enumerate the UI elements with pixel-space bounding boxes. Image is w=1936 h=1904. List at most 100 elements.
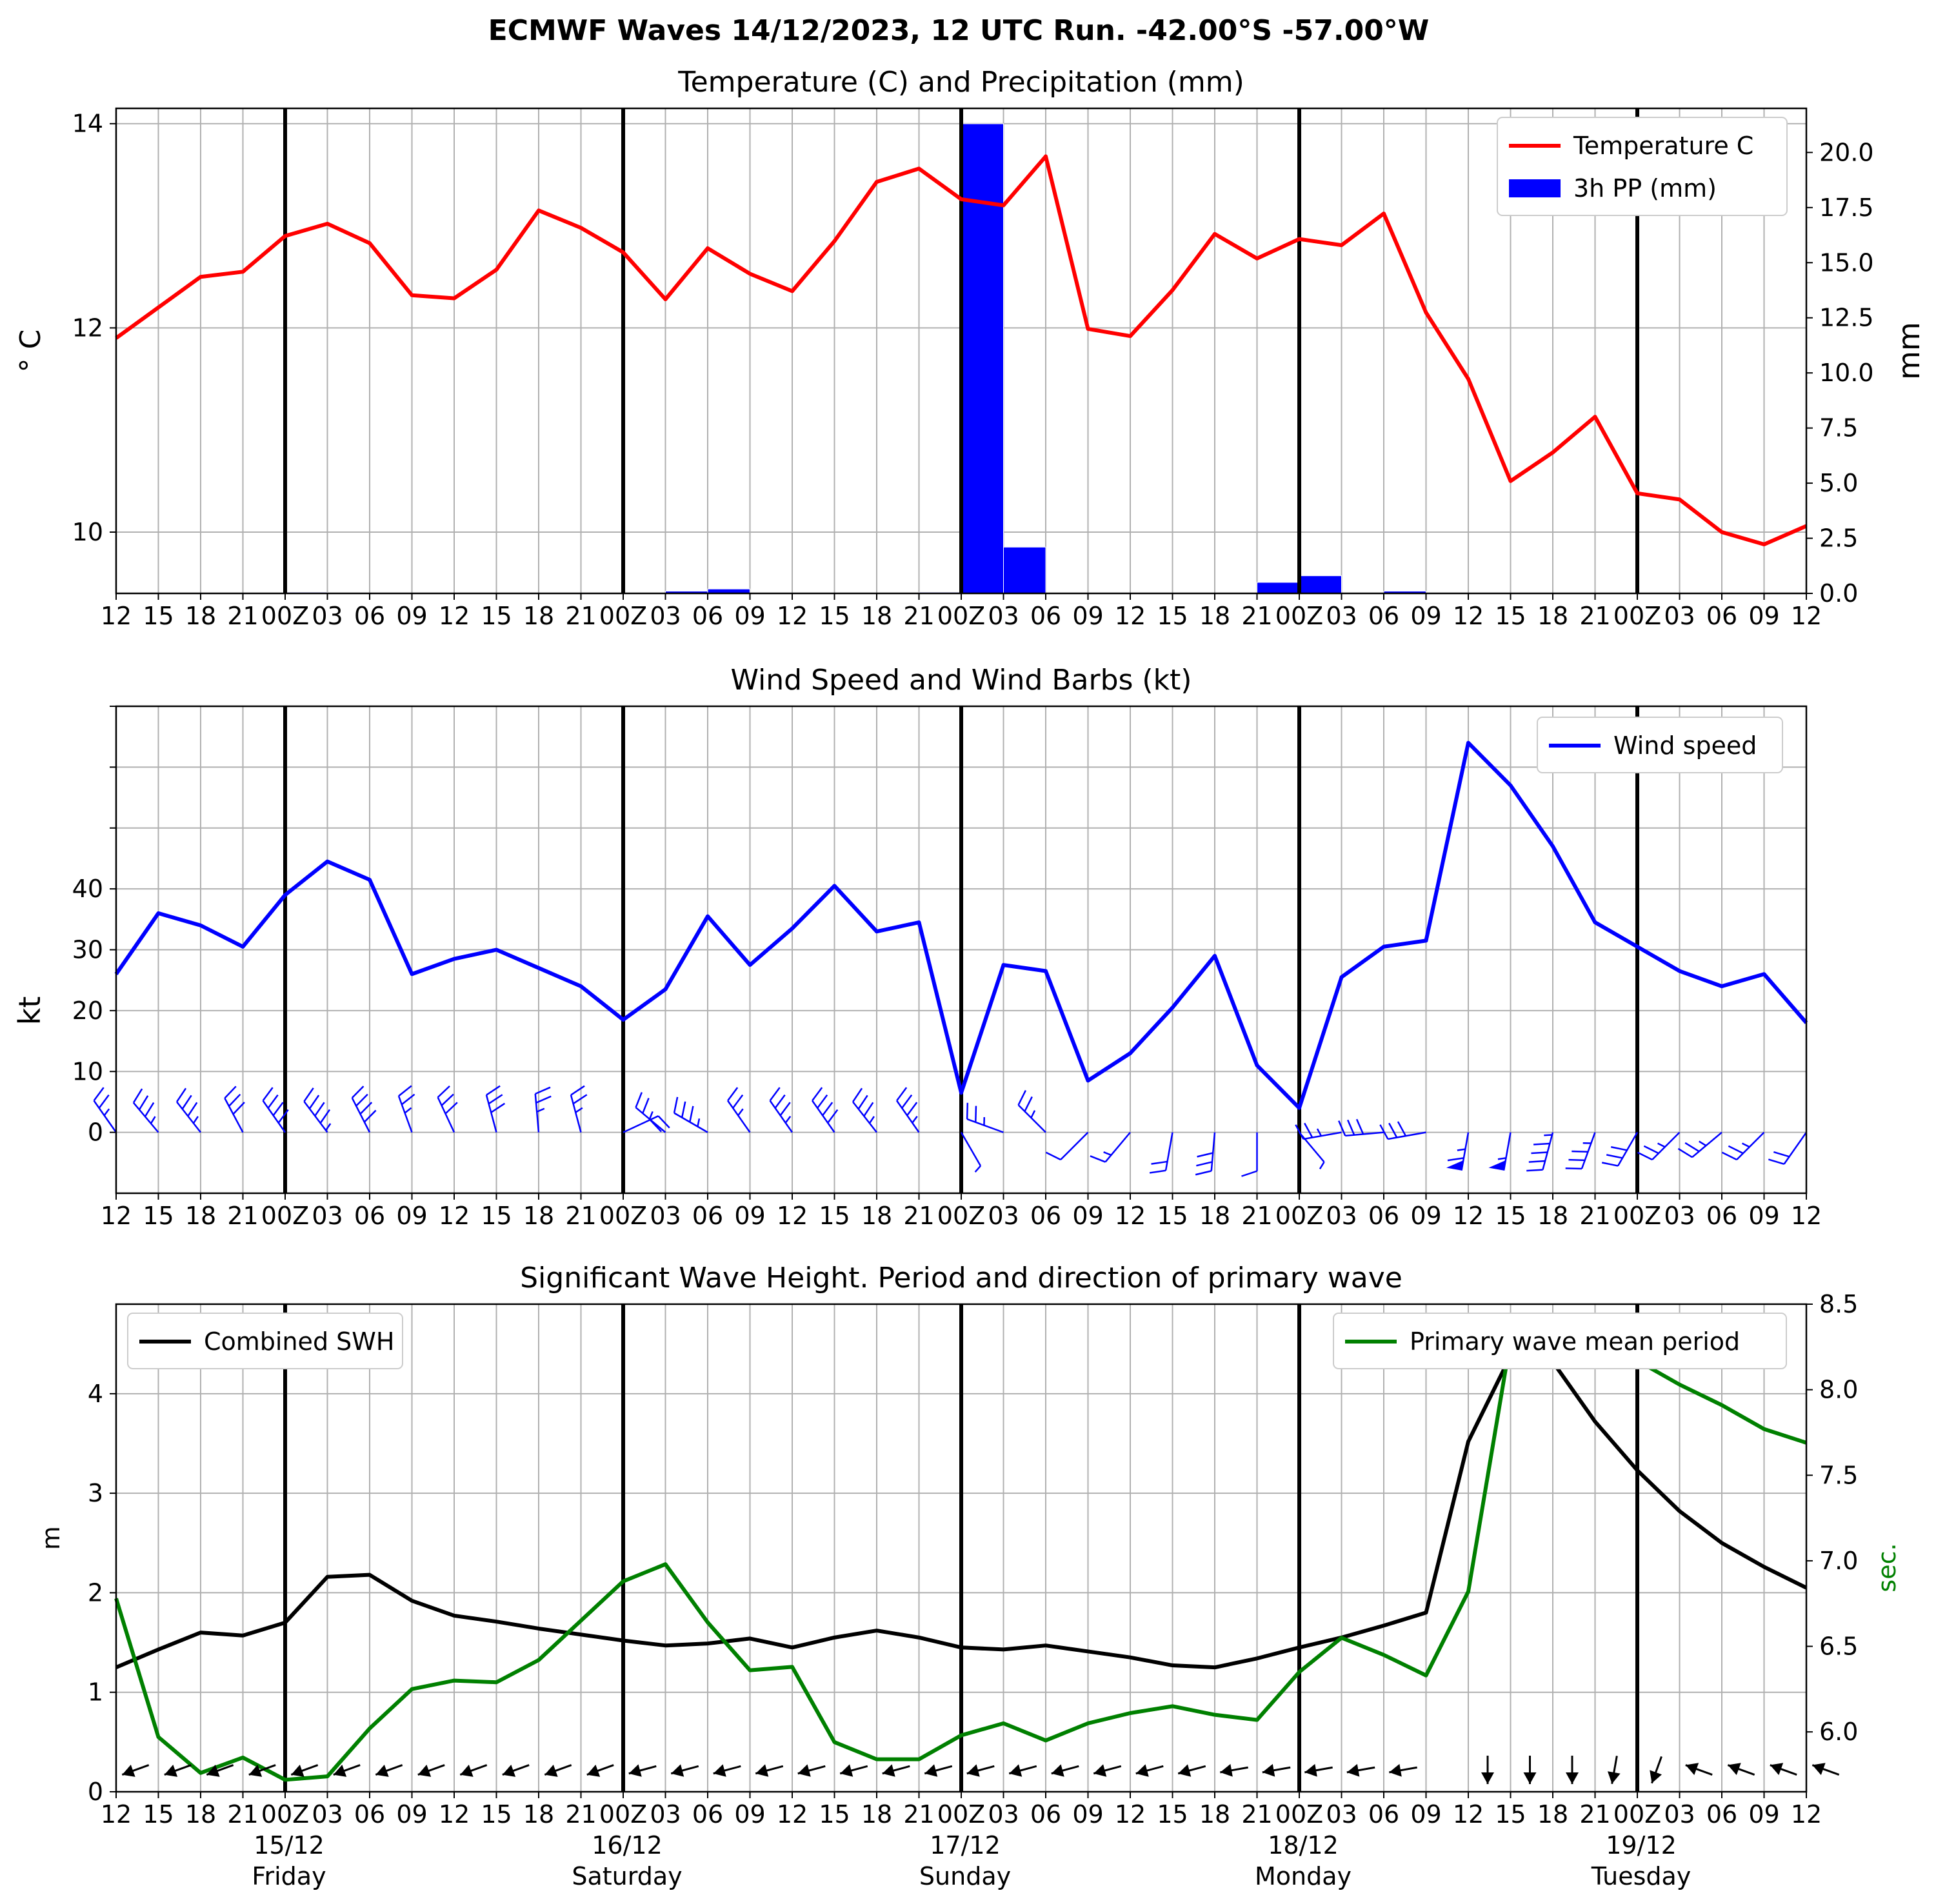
wind-barb-flag — [1304, 1123, 1312, 1137]
wind-barb-flag — [1773, 1152, 1789, 1156]
wind-barb-half-flag — [912, 1116, 917, 1123]
wind-barb-half-flag — [151, 1116, 155, 1124]
wind-barb-shaft — [438, 1097, 454, 1132]
wind-barb — [571, 1086, 587, 1133]
y-axis-label: ° C — [14, 330, 47, 373]
wind-barb — [1678, 1133, 1722, 1158]
wind-barb-flag — [636, 1093, 642, 1108]
wind-barb — [728, 1087, 750, 1132]
wave-arrow-head — [1262, 1764, 1275, 1777]
wind-barb — [1380, 1122, 1426, 1139]
temperature-precip-panel: Temperature (C) and Precipitation (mm)12… — [14, 66, 1926, 630]
y2-tick-label: 12.5 — [1819, 304, 1874, 332]
x-tick-label: 15 — [1495, 602, 1526, 630]
x-tick-label: 06 — [354, 1800, 385, 1829]
wave-direction-arrow — [1304, 1764, 1332, 1777]
x-tick-label: 21 — [565, 602, 596, 630]
panel-title: Significant Wave Height. Period and dire… — [520, 1262, 1402, 1294]
wind-barb-flag — [321, 1109, 330, 1123]
x-tick-label: 06 — [1706, 602, 1737, 630]
x-tick-label: 12 — [1453, 1800, 1484, 1829]
y2-tick-label: 17.5 — [1819, 193, 1874, 222]
wave-direction-arrow — [122, 1765, 148, 1777]
wave-direction-arrow — [1608, 1756, 1621, 1783]
wind-barb — [1768, 1133, 1806, 1164]
x-tick-label: 09 — [1410, 602, 1441, 630]
wave-arrow-head — [1093, 1764, 1106, 1776]
x-tick-label: 00Z — [261, 1800, 309, 1829]
wind-barb-flag — [438, 1086, 450, 1097]
wind-barb-flag — [1529, 1161, 1545, 1162]
x-tick-label: 09 — [734, 602, 765, 630]
x-tick-label: 15 — [1157, 1800, 1188, 1829]
wind-barb-flag — [690, 1106, 693, 1122]
wave-arrow-head — [1009, 1764, 1022, 1776]
wind-barb-half-flag — [1498, 1158, 1506, 1159]
wind-barb-half-flag — [1320, 1162, 1324, 1169]
y-tick-label: 14 — [72, 110, 103, 138]
wind-barb-flag — [486, 1086, 500, 1095]
x-tick-label: 06 — [1368, 1202, 1399, 1230]
x-tick-label: 21 — [903, 602, 934, 630]
wave-arrow-head — [798, 1764, 811, 1776]
wind-barb — [1637, 1133, 1679, 1160]
wind-barb-flag — [183, 1095, 192, 1109]
wind-barb — [1150, 1133, 1172, 1173]
wind-barb-pennant — [1446, 1160, 1463, 1171]
wind-barb-half-flag — [1658, 1144, 1665, 1147]
x-tick-label: 18 — [1199, 1202, 1230, 1230]
x-tick-label: 00Z — [1613, 602, 1661, 630]
x-tick-label: 06 — [1368, 602, 1399, 630]
x-tick-label: 21 — [1579, 1202, 1610, 1230]
wave-arrow-head — [1524, 1772, 1537, 1784]
legend-label: Primary wave mean period — [1410, 1327, 1740, 1356]
wind-barb-shaft — [1388, 1133, 1426, 1139]
x-tick-label: 12 — [777, 1800, 808, 1829]
wind-barb — [1339, 1119, 1384, 1136]
x-tick-label: 00Z — [261, 1202, 309, 1230]
wind-barb-flag — [902, 1095, 912, 1108]
day-weekday-label: Saturday — [572, 1862, 682, 1890]
wave-direction-arrow — [1262, 1764, 1290, 1777]
wind-barb — [1446, 1133, 1468, 1171]
wind-barb-flag — [268, 1095, 278, 1108]
wave-direction-arrow — [1481, 1756, 1494, 1784]
wind-barb-flag — [1448, 1158, 1464, 1160]
wave-arrow-head — [629, 1764, 642, 1776]
x-tick-label: 09 — [1072, 602, 1103, 630]
wave-arrow-head — [1178, 1764, 1191, 1776]
wave-direction-arrow — [1347, 1764, 1375, 1777]
x-tick-label: 15 — [481, 1202, 512, 1230]
x-tick-label: 03 — [988, 602, 1019, 630]
wave-arrow-head — [1304, 1764, 1317, 1777]
wave-arrow-head — [924, 1764, 937, 1776]
wave-direction-arrow — [1524, 1756, 1537, 1784]
y2-tick-label: 15.0 — [1819, 248, 1874, 277]
wave-direction-arrow — [629, 1764, 657, 1776]
precip-bar — [1257, 582, 1300, 593]
wind-barb-flag — [859, 1095, 868, 1109]
wave-direction-arrow — [967, 1764, 995, 1776]
x-tick-label: 00Z — [1275, 602, 1323, 630]
y-tick-label: 10 — [72, 1057, 103, 1086]
y2-tick-label: 8.0 — [1819, 1376, 1858, 1404]
wind-barb-shaft — [961, 1133, 981, 1166]
wind-barb — [967, 1103, 1003, 1133]
wind-barb — [674, 1097, 708, 1133]
x-tick-label: 21 — [903, 1800, 934, 1829]
x-tick-label: 15 — [143, 1800, 174, 1829]
y2-axis-label: mm — [1891, 322, 1926, 380]
x-tick-label: 03 — [312, 1202, 343, 1230]
wind-barb — [535, 1087, 551, 1133]
wind-barb-flag — [733, 1095, 743, 1108]
wind-barb-flag — [491, 1104, 504, 1113]
wind-barb-half-flag — [1031, 1111, 1035, 1118]
wind-barb — [1195, 1133, 1215, 1175]
wind-barb-flag — [1533, 1144, 1550, 1145]
wind-barb-shaft — [1737, 1133, 1764, 1160]
wind-barb — [352, 1086, 376, 1132]
x-tick-label: 12 — [439, 1202, 470, 1230]
wave-direction-arrow — [375, 1765, 402, 1777]
y2-tick-label: 6.0 — [1819, 1718, 1858, 1746]
x-tick-label: 06 — [354, 602, 385, 630]
